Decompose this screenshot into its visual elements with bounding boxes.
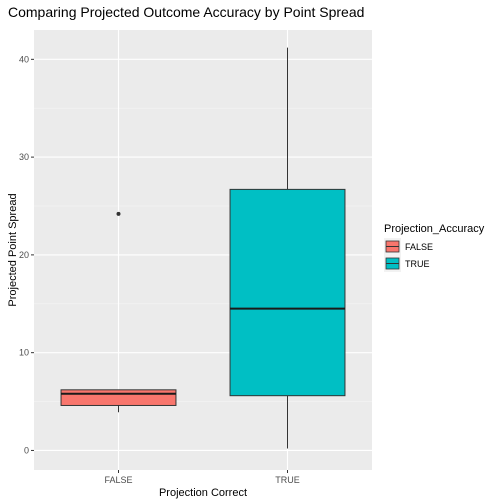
y-tick-label: 30	[19, 152, 29, 162]
x-tick-label: FALSE	[104, 475, 132, 485]
box-body	[229, 188, 346, 397]
legend: Projection_Accuracy FALSE TRUE	[384, 223, 485, 272]
boxes	[60, 47, 346, 449]
legend-item-true: TRUE	[384, 255, 430, 272]
y-tick-label: 0	[24, 445, 29, 455]
y-axis-title: Projected Point Spread	[7, 193, 19, 306]
box-body	[60, 389, 177, 406]
chart-title: Comparing Projected Outcome Accuracy by …	[8, 4, 364, 20]
box-false	[60, 211, 177, 413]
y-tick-label: 10	[19, 348, 29, 358]
outlier-point	[116, 211, 121, 216]
legend-label: TRUE	[405, 259, 430, 269]
box-true	[229, 47, 346, 449]
y-tick-label: 20	[19, 250, 29, 260]
x-tick-label: TRUE	[275, 475, 300, 485]
x-axis: FALSE TRUE	[104, 470, 300, 485]
y-axis: 0 10 20 30 40	[19, 54, 34, 455]
y-tick-label: 40	[19, 54, 29, 64]
legend-label: FALSE	[405, 242, 433, 252]
x-axis-title: Projection Correct	[159, 487, 247, 499]
legend-title: Projection_Accuracy	[384, 223, 485, 235]
legend-item-false: FALSE	[384, 238, 433, 255]
